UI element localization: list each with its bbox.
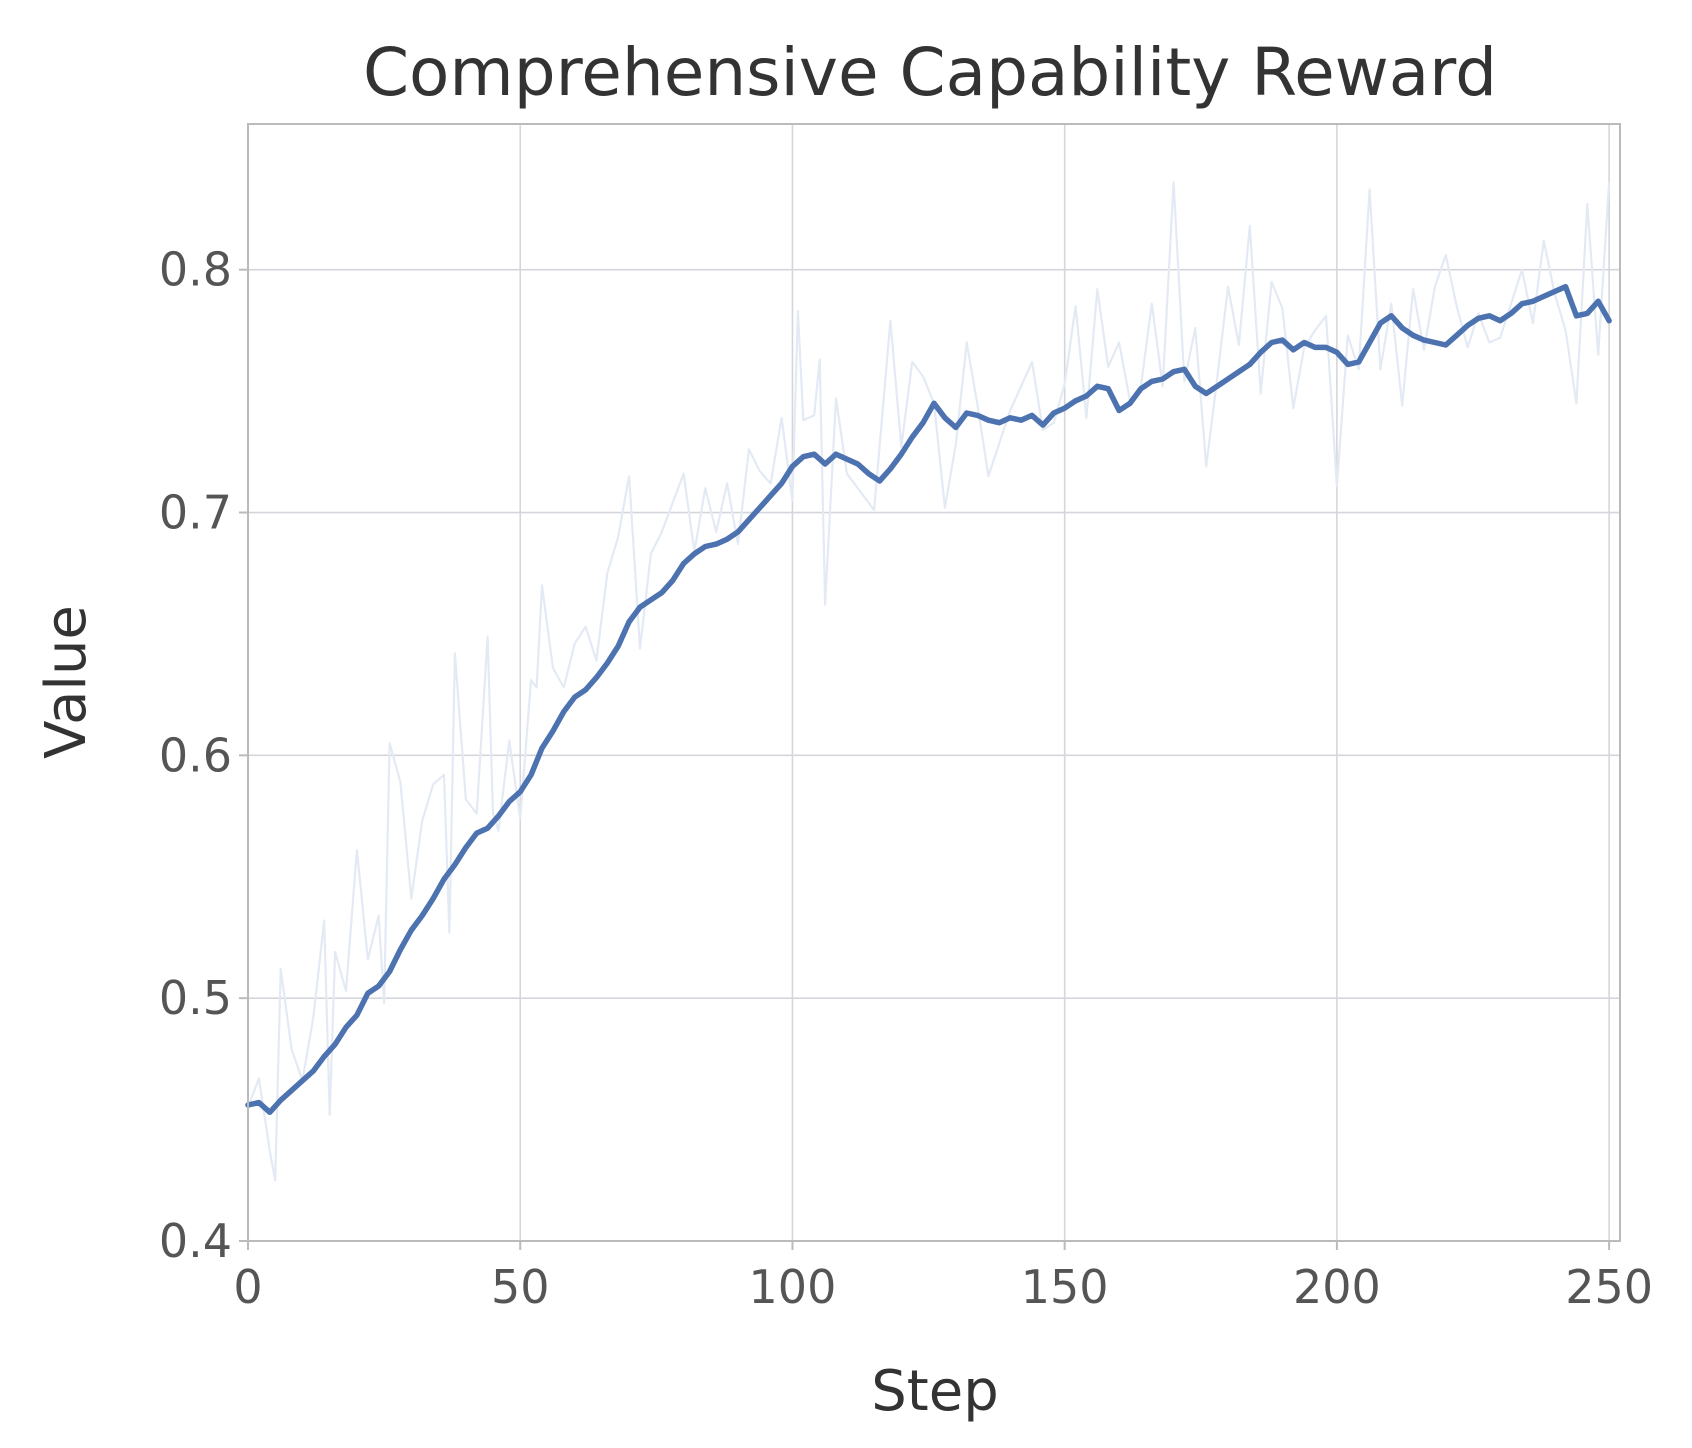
x-tick-label: 200 <box>1293 1260 1381 1314</box>
x-tick-label: 150 <box>1021 1260 1109 1314</box>
x-axis-ticks: 0 50 100 150 200 250 <box>233 1241 1653 1314</box>
smoothed-series <box>245 283 1612 1116</box>
smoothed-series-line <box>245 283 1612 1116</box>
plot-frame <box>247 123 1621 1242</box>
raw-series <box>246 181 1611 1182</box>
y-tick-label: 0.6 <box>159 728 232 782</box>
chart-title: Comprehensive Capability Reward <box>363 34 1497 111</box>
raw-series-line <box>246 181 1611 1182</box>
x-tick-label: 250 <box>1565 1260 1653 1314</box>
y-axis-label: Value <box>34 605 99 759</box>
x-tick-label: 50 <box>491 1260 550 1314</box>
y-tick-label: 0.4 <box>159 1214 232 1268</box>
y-tick-label: 0.5 <box>159 971 232 1025</box>
x-tick-label: 100 <box>749 1260 837 1314</box>
y-tick-label: 0.8 <box>159 243 232 297</box>
x-axis-label: Step <box>871 1359 999 1424</box>
y-tick-label: 0.7 <box>159 486 232 540</box>
x-tick-label: 0 <box>233 1260 262 1314</box>
y-axis-ticks: 0.4 0.5 0.6 0.7 0.8 <box>159 243 248 1268</box>
